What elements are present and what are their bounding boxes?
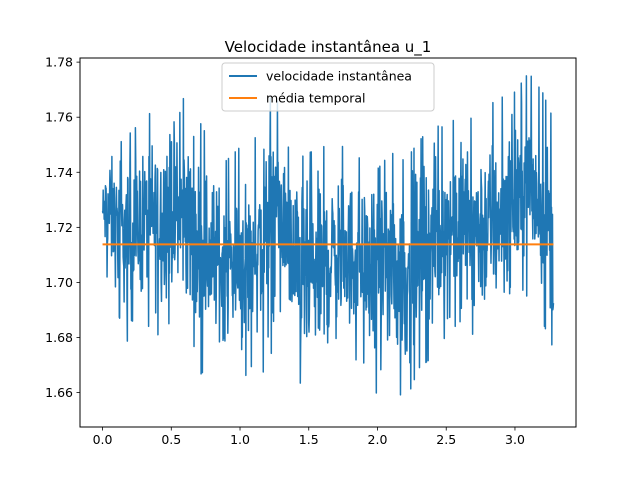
chart-title: Velocidade instantânea u_1 bbox=[225, 38, 432, 57]
x-tick-label: 2.5 bbox=[436, 432, 456, 447]
x-tick-label: 3.0 bbox=[505, 432, 525, 447]
plot-area: 0.0 0.5 1.0 1.5 2.0 2.5 3.0 1.661.681.701.721.… bbox=[45, 55, 577, 447]
series-layer bbox=[101, 75, 555, 396]
series-line-instantaneous-velocity bbox=[101, 75, 555, 396]
y-tick-label: 1.66 bbox=[45, 385, 73, 400]
x-tick-label: 1.5 bbox=[299, 432, 319, 447]
legend-label-instantaneous: velocidade instantânea bbox=[266, 69, 412, 84]
x-tick-label: 2.0 bbox=[368, 432, 388, 447]
y-tick-label: 1.68 bbox=[45, 330, 73, 345]
x-tick-label: 0.0 bbox=[93, 432, 113, 447]
y-tick-label: 1.78 bbox=[45, 55, 73, 70]
legend-label-mean: média temporal bbox=[266, 91, 366, 106]
y-tick-label: 1.72 bbox=[45, 220, 73, 235]
y-axis: 1.66 1.68 1.70 1.72 1.74 1.76 1.78 bbox=[45, 55, 80, 400]
plot-frame bbox=[79, 57, 577, 428]
x-axis: 0.0 0.5 1.0 1.5 2.0 2.5 3.0 bbox=[93, 427, 525, 447]
x-tick-label: 0.5 bbox=[161, 432, 181, 447]
y-tick-label: 1.70 bbox=[45, 275, 73, 290]
legend: velocidade instantânea média temporal bbox=[221, 62, 435, 112]
x-tick-label: 1.0 bbox=[230, 432, 250, 447]
y-tick-label: 1.76 bbox=[45, 110, 73, 125]
legend-box bbox=[221, 62, 435, 112]
y-tick-label: 1.74 bbox=[45, 165, 73, 180]
